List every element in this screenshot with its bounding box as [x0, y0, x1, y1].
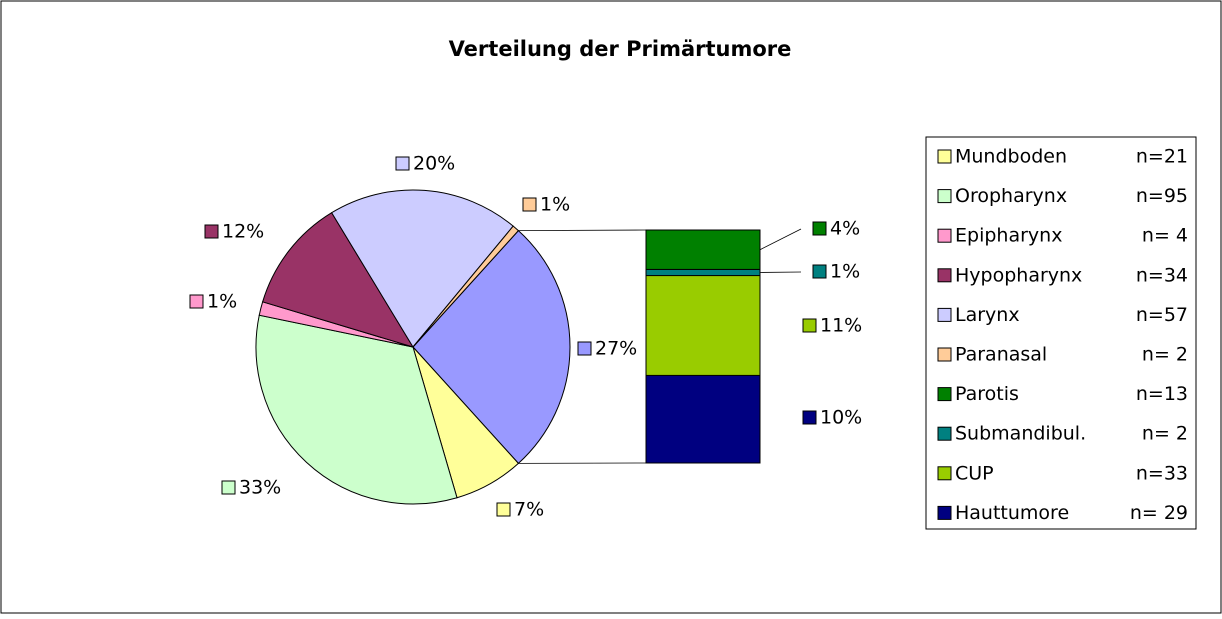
legend-key	[938, 348, 951, 361]
legend-key	[938, 229, 951, 242]
bar-segment	[646, 375, 760, 463]
label-key	[813, 222, 826, 235]
legend-key	[938, 190, 951, 203]
legend-label: Mundboden	[955, 146, 1067, 168]
legend-label: Epipharynx	[955, 225, 1062, 247]
legend-label: CUP	[955, 462, 994, 484]
data-label: 27%	[595, 338, 637, 360]
legend-label: Oropharynx	[955, 185, 1067, 207]
label-key	[803, 319, 816, 332]
legend-key	[938, 269, 951, 282]
legend-count: n= 4	[1142, 225, 1188, 247]
label-key	[578, 342, 591, 355]
data-label: 20%	[413, 153, 455, 175]
legend-count: n=34	[1136, 264, 1188, 286]
legend-key	[938, 467, 951, 480]
data-label: 4%	[830, 218, 860, 240]
data-label: 33%	[239, 477, 281, 499]
legend-label: Larynx	[955, 304, 1020, 326]
legend-count: n=21	[1136, 146, 1188, 168]
legend-count: n= 29	[1130, 502, 1188, 524]
data-label: 10%	[820, 407, 862, 429]
data-label: 1%	[830, 261, 860, 283]
legend-key	[938, 506, 951, 519]
label-key	[222, 481, 235, 494]
bar-segment	[646, 276, 760, 376]
chart-title: Verteilung der Primärtumore	[449, 37, 792, 61]
legend-count: n=33	[1136, 462, 1188, 484]
legend-label: Paranasal	[955, 344, 1047, 366]
bar-segment	[646, 230, 760, 269]
label-key	[813, 265, 826, 278]
bar-segment	[646, 269, 760, 275]
label-key	[497, 503, 510, 516]
legend-key	[938, 427, 951, 440]
legend-key	[938, 388, 951, 401]
legend-count: n=95	[1136, 185, 1188, 207]
legend-key	[938, 308, 951, 321]
label-key	[523, 198, 536, 211]
legend-count: n= 2	[1142, 344, 1188, 366]
legend-label: Parotis	[955, 383, 1019, 405]
label-key	[396, 157, 409, 170]
data-label: 1%	[207, 291, 237, 313]
data-label: 1%	[540, 194, 570, 216]
label-key	[803, 411, 816, 424]
data-label: 11%	[820, 315, 862, 337]
data-label: 12%	[222, 221, 264, 243]
data-label: 7%	[514, 499, 544, 521]
legend-count: n=57	[1136, 304, 1188, 326]
label-key	[205, 225, 218, 238]
legend-label: Submandibul.	[955, 423, 1086, 445]
legend-key	[938, 150, 951, 163]
legend-count: n=13	[1136, 383, 1188, 405]
legend-label: Hypopharynx	[955, 264, 1082, 286]
legend-label: Hauttumore	[955, 502, 1069, 524]
legend-count: n= 2	[1142, 423, 1188, 445]
label-key	[190, 295, 203, 308]
